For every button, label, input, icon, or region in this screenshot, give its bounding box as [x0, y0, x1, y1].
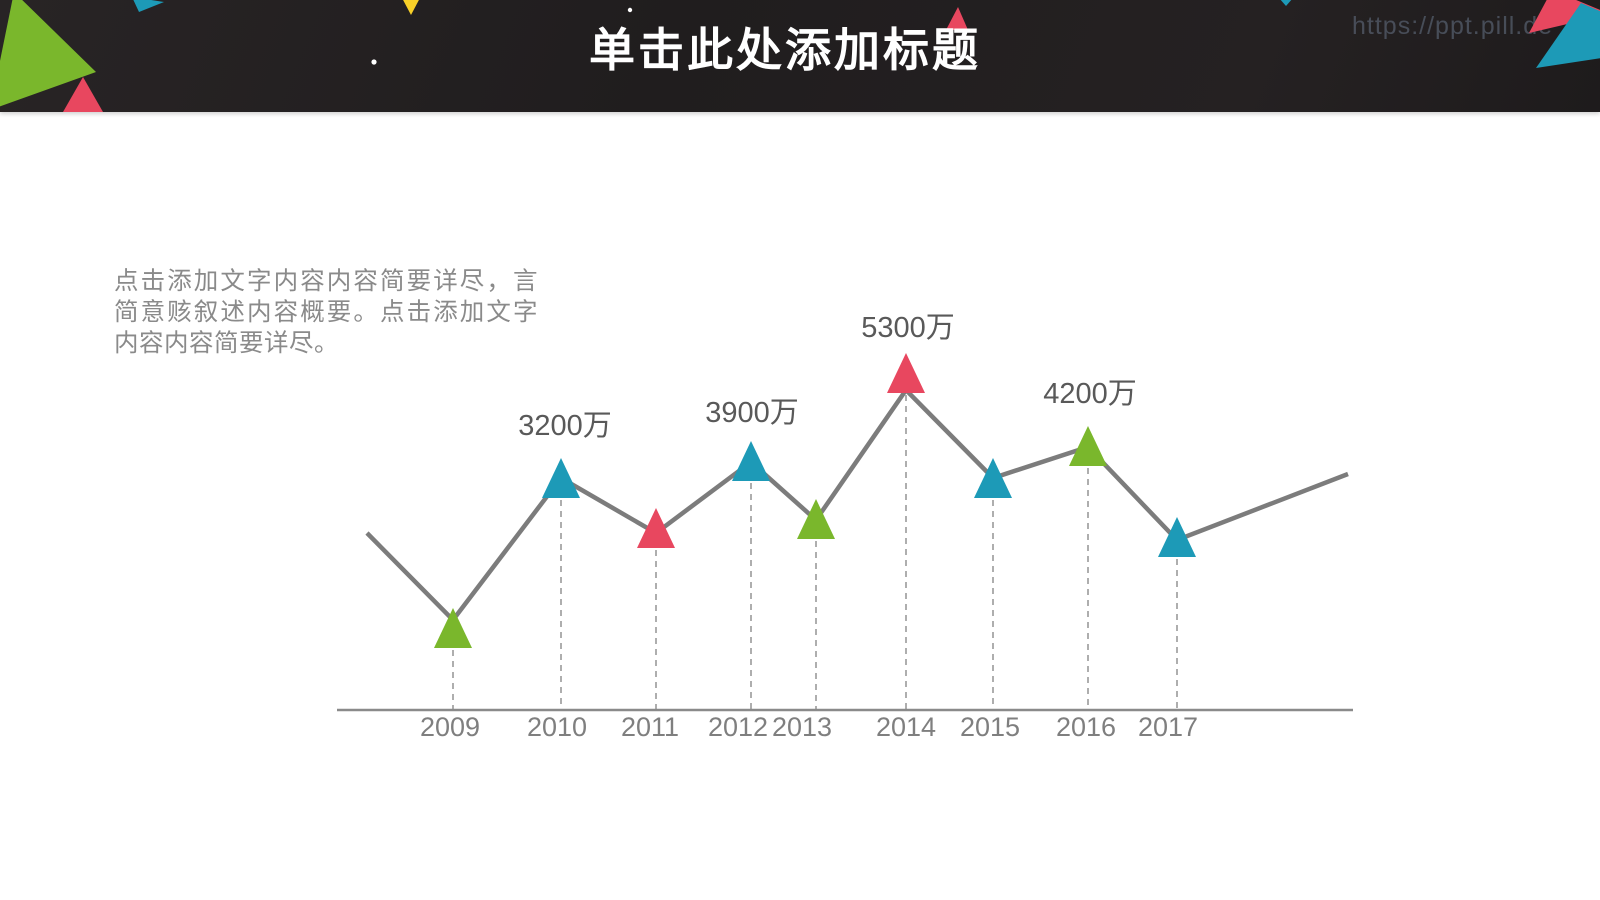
- value-label-2016: 4200万: [1043, 378, 1137, 410]
- value-label-2014: 5300万: [861, 312, 955, 344]
- deco-triangle-yellow: [403, 0, 419, 15]
- marker-2016: [1069, 426, 1107, 466]
- slide-title-placeholder[interactable]: 单击此处添加标题: [589, 24, 981, 76]
- x-tick-2017: 2017: [1138, 712, 1198, 742]
- x-tick-2015: 2015: [960, 712, 1020, 742]
- marker-2009: [434, 608, 472, 648]
- x-tick-2011: 2011: [621, 712, 679, 742]
- header-decoration: https://ppt.pill.de: [0, 0, 1600, 112]
- slide-header: https://ppt.pill.de 单击此处添加标题: [0, 0, 1600, 112]
- watermark: https://ppt.pill.de: [1352, 12, 1553, 40]
- deco-dot-left: [371, 59, 377, 65]
- deco-triangle-teal-corner: [1536, 3, 1600, 68]
- marker-2013: [797, 499, 835, 539]
- deco-triangle-green-large: [0, 0, 96, 107]
- marker-2011: [637, 508, 675, 548]
- marker-2015: [974, 458, 1012, 498]
- deco-triangle-teal-small: [133, 0, 164, 12]
- marker-2017: [1158, 517, 1196, 557]
- x-tick-2012: 2012: [708, 712, 768, 742]
- deco-triangle-blue-tiny: [1280, 0, 1292, 6]
- data-line: [365, 386, 1349, 624]
- marker-2010: [542, 458, 580, 498]
- x-tick-2013: 2013: [772, 712, 832, 742]
- value-label-2010: 3200万: [518, 410, 612, 442]
- marker-2012: [732, 441, 770, 481]
- deco-triangle-pink-left: [63, 77, 103, 112]
- x-tick-2009: 2009: [420, 712, 480, 742]
- body-text-placeholder[interactable]: 点击添加文字内容内容简要详尽，言简意赅叙述内容概要。点击添加文字内容内容简要详尽…: [114, 268, 538, 357]
- x-tick-2016: 2016: [1056, 712, 1116, 742]
- deco-dot-center: [627, 7, 633, 13]
- value-label-2012: 3900万: [705, 397, 799, 429]
- x-tick-2010: 2010: [527, 712, 587, 742]
- marker-2014: [887, 353, 925, 393]
- deco-triangle-pink-center: [946, 7, 968, 30]
- x-tick-2014: 2014: [876, 712, 936, 742]
